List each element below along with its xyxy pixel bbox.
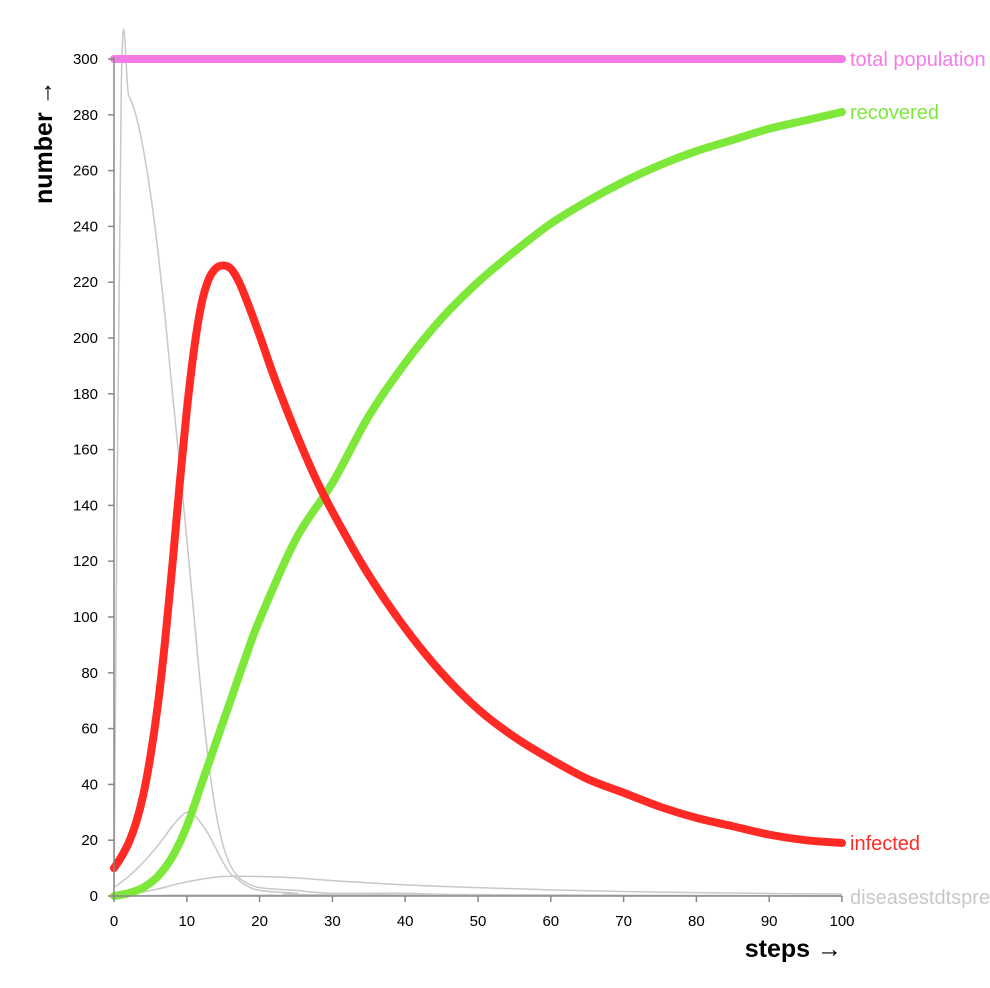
x-tick-label: 80 (688, 913, 705, 930)
x-tick-label: 100 (829, 913, 854, 930)
x-tick-label: 20 (251, 913, 268, 930)
y-tick-label: 240 (73, 218, 98, 235)
y-tick-label: 120 (73, 553, 98, 570)
x-tick-label: 0 (110, 913, 118, 930)
y-tick-label: 160 (73, 442, 98, 459)
y-tick-label: 300 (73, 51, 98, 68)
y-tick-label: 0 (90, 888, 98, 905)
series-line-recovered (110, 108, 846, 900)
series-labels: total population recovered infected (850, 49, 986, 855)
x-axis-title: steps → (745, 935, 842, 963)
y-tick-label: 200 (73, 330, 98, 347)
x-axis-ticks: 0 10 20 30 40 50 60 70 80 90 100 (110, 896, 855, 930)
x-tick-label: 70 (615, 913, 632, 930)
y-tick-label: 280 (73, 107, 98, 124)
y-tick-label: 100 (73, 609, 98, 626)
y-tick-label: 80 (81, 665, 98, 682)
y-tick-label: 20 (81, 832, 98, 849)
overlapping-faint-labels: diseasestdtsprei (850, 887, 990, 909)
faint-series-line (113, 28, 843, 897)
y-tick-label: 60 (81, 721, 98, 738)
x-tick-label: 40 (397, 913, 414, 930)
y-tick-label: 180 (73, 386, 98, 403)
faint-series-line (113, 875, 843, 897)
x-tick-label: 60 (542, 913, 559, 930)
x-tick-label: 10 (178, 913, 195, 930)
series-label-total-population: total population (850, 49, 986, 71)
series-label-infected: infected (850, 833, 920, 855)
y-tick-label: 40 (81, 776, 98, 793)
x-tick-label: 30 (324, 913, 341, 930)
y-tick-label: 140 (73, 497, 98, 514)
y-axis-ticks: 0 20 40 60 80 100 120 140 160 180 200 220 240 260 280 3… (73, 51, 114, 905)
x-tick-label: 90 (761, 913, 778, 930)
x-tick-label: 50 (470, 913, 487, 930)
axes: 0204060801001201401601802002202402602803… (30, 51, 855, 963)
faint-series-line (113, 811, 843, 897)
plot-area (110, 28, 846, 900)
y-tick-label: 220 (73, 274, 98, 291)
series-label-recovered: recovered (850, 102, 939, 124)
y-axis-title: number → (30, 80, 58, 204)
series-line-infected (110, 261, 846, 873)
y-tick-label: 260 (73, 163, 98, 180)
